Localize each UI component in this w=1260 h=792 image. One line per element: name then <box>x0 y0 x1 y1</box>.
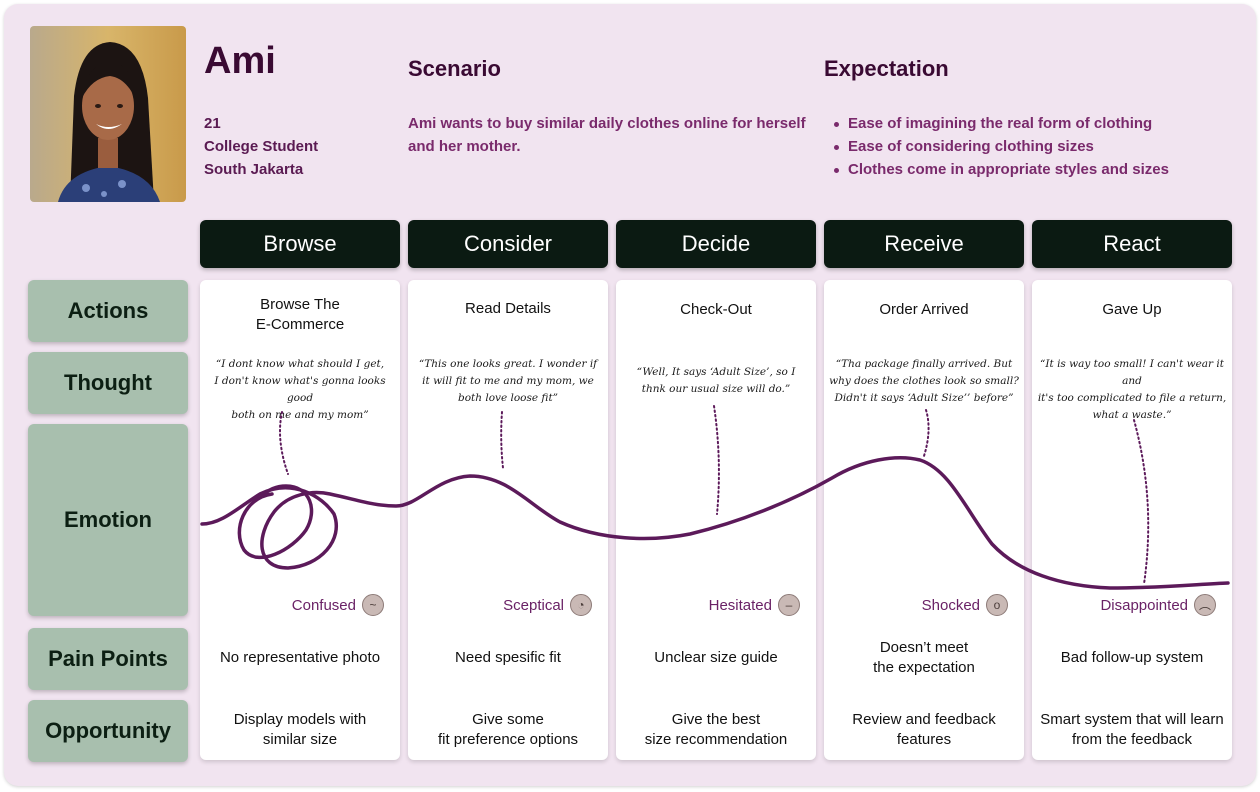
shocked-face-icon: o <box>986 594 1008 616</box>
pain-line: No representative photo <box>219 649 381 666</box>
thought-line: it will fit to me and my mom, we <box>422 375 594 387</box>
thought-line: “This one looks great. I wonder if <box>418 358 598 370</box>
persona-age: 21 <box>204 115 221 132</box>
thought-line: why does the clothes look so small? <box>829 375 1019 387</box>
thought-line: it's too complicated to file a return, <box>1037 392 1227 404</box>
action-line: E-Commerce <box>255 316 345 333</box>
emotion-tag: Sceptical ◔ <box>503 594 592 616</box>
stage-column-receive: Order Arrived “Tha package finally arriv… <box>824 280 1024 760</box>
action-text: Gave Up <box>1032 300 1232 320</box>
stage-header-browse: Browse <box>200 220 400 268</box>
persona-name: Ami <box>204 40 276 82</box>
thought-line: “Well, It says ‘Adult Size’, so I <box>636 366 796 378</box>
emotion-tag: Disappointed ︵ <box>1100 594 1216 616</box>
emotion-label: Hesitated <box>708 596 772 614</box>
thought-line: both on me and my mom” <box>231 409 369 421</box>
pain-line: Bad follow-up system <box>1060 649 1204 666</box>
expectation-list: Ease of imagining the real form of cloth… <box>832 112 1169 181</box>
disappointed-face-icon: ︵ <box>1194 594 1216 616</box>
thought-line: “I dont know what should I get, <box>215 358 385 370</box>
opportunity-text: Review and feedback features <box>824 710 1024 750</box>
stage-column-consider: Read Details “This one looks great. I wo… <box>408 280 608 760</box>
thought-text: “It is way too small! I can't wear it an… <box>1036 356 1228 424</box>
action-line: Check-Out <box>680 301 752 318</box>
thought-text: “I dont know what should I get, I don't … <box>204 356 396 424</box>
pain-line: Need spesific fit <box>455 649 561 666</box>
emotion-tag: Confused ~ <box>292 594 384 616</box>
opportunity-line: Smart system that will learn <box>1040 711 1224 728</box>
thought-line: thnk our usual size will do.” <box>641 383 791 395</box>
scenario-title: Scenario <box>408 56 501 81</box>
thought-line: I don't know what's gonna looks good <box>214 375 386 404</box>
pain-point-text: Need spesific fit <box>408 648 608 668</box>
pain-point-text: No representative photo <box>200 648 400 668</box>
thought-line: “Tha package finally arrived. But <box>835 358 1013 370</box>
action-line: Order Arrived <box>879 301 969 318</box>
expectation-item: Ease of imagining the real form of cloth… <box>832 112 1169 135</box>
opportunity-line: size recommendation <box>644 731 788 748</box>
scenario-text: Ami wants to buy similar daily clothes o… <box>408 115 806 155</box>
opportunity-line: similar size <box>262 731 338 748</box>
row-label-actions: Actions <box>28 280 188 342</box>
expectation-item: Ease of considering clothing sizes <box>832 135 1169 158</box>
sceptical-face-icon: ◔ <box>570 594 592 616</box>
pain-point-text: Bad follow-up system <box>1032 648 1232 668</box>
action-line: Gave Up <box>1102 301 1162 318</box>
action-line: Browse The <box>260 296 340 313</box>
opportunity-line: fit preference options <box>437 731 579 748</box>
action-text: Read Details <box>408 299 608 319</box>
thought-text: “Well, It says ‘Adult Size’, so I thnk o… <box>620 364 812 398</box>
opportunity-text: Display models with similar size <box>200 710 400 750</box>
opportunity-text: Smart system that will learn from the fe… <box>1032 710 1232 750</box>
opportunity-text: Give the best size recommendation <box>616 710 816 750</box>
pain-point-text: Doesn’t meet the expectation <box>824 638 1024 678</box>
row-label-thought: Thought <box>28 352 188 414</box>
thought-text: “This one looks great. I wonder if it wi… <box>412 356 604 407</box>
opportunity-line: from the feedback <box>1071 731 1193 748</box>
emotion-label: Shocked <box>921 596 980 614</box>
row-label-opportunity: Opportunity <box>28 700 188 762</box>
action-line: Read Details <box>465 300 551 317</box>
persona-location: South Jakarta <box>204 161 304 178</box>
pain-line: Unclear size guide <box>654 649 778 666</box>
stage-header-receive: Receive <box>824 220 1024 268</box>
confused-face-icon: ~ <box>362 594 384 616</box>
emotion-label: Confused <box>291 596 356 614</box>
persona-occupation: College Student <box>204 138 319 155</box>
persona-details: 21 College Student South Jakarta <box>204 112 318 181</box>
stage-column-browse: Browse The E-Commerce “I dont know what … <box>200 280 400 760</box>
action-text: Browse The E-Commerce <box>200 295 400 335</box>
opportunity-line: Give some <box>472 711 544 728</box>
opportunity-line: Review and feedback <box>852 711 996 728</box>
thought-line: what a waste.” <box>1092 409 1172 421</box>
opportunity-line: Give the best <box>671 711 761 728</box>
thought-line: both love loose fit” <box>457 392 559 404</box>
action-text: Order Arrived <box>824 300 1024 320</box>
stage-header-react: React <box>1032 220 1232 268</box>
pain-line: Doesn’t meet <box>879 639 969 656</box>
emotion-tag: Hesitated – <box>709 594 800 616</box>
action-text: Check-Out <box>616 300 816 320</box>
emotion-label: Sceptical <box>503 596 564 614</box>
row-label-emotion: Emotion <box>28 424 188 616</box>
opportunity-line: Display models with <box>233 711 367 728</box>
stage-header-consider: Consider <box>408 220 608 268</box>
stage-column-decide: Check-Out “Well, It says ‘Adult Size’, s… <box>616 280 816 760</box>
pain-point-text: Unclear size guide <box>616 648 816 668</box>
stage-header-decide: Decide <box>616 220 816 268</box>
row-label-pain-points: Pain Points <box>28 628 188 690</box>
hesitated-face-icon: – <box>778 594 800 616</box>
emotion-label: Disappointed <box>1100 596 1188 614</box>
stage-column-react: Gave Up “It is way too small! I can't we… <box>1032 280 1232 760</box>
opportunity-line: features <box>896 731 952 748</box>
persona-photo <box>30 26 186 202</box>
expectation-item: Clothes come in appropriate styles and s… <box>832 158 1169 181</box>
emotion-tag: Shocked o <box>922 594 1008 616</box>
pain-line: the expectation <box>873 659 975 676</box>
expectation-title: Expectation <box>824 56 949 81</box>
thought-line: Didn't it says ‘Adult Size’’ before” <box>834 392 1014 404</box>
thought-text: “Tha package finally arrived. But why do… <box>828 356 1020 407</box>
opportunity-text: Give some fit preference options <box>408 710 608 750</box>
thought-line: “It is way too small! I can't wear it an… <box>1040 358 1224 387</box>
